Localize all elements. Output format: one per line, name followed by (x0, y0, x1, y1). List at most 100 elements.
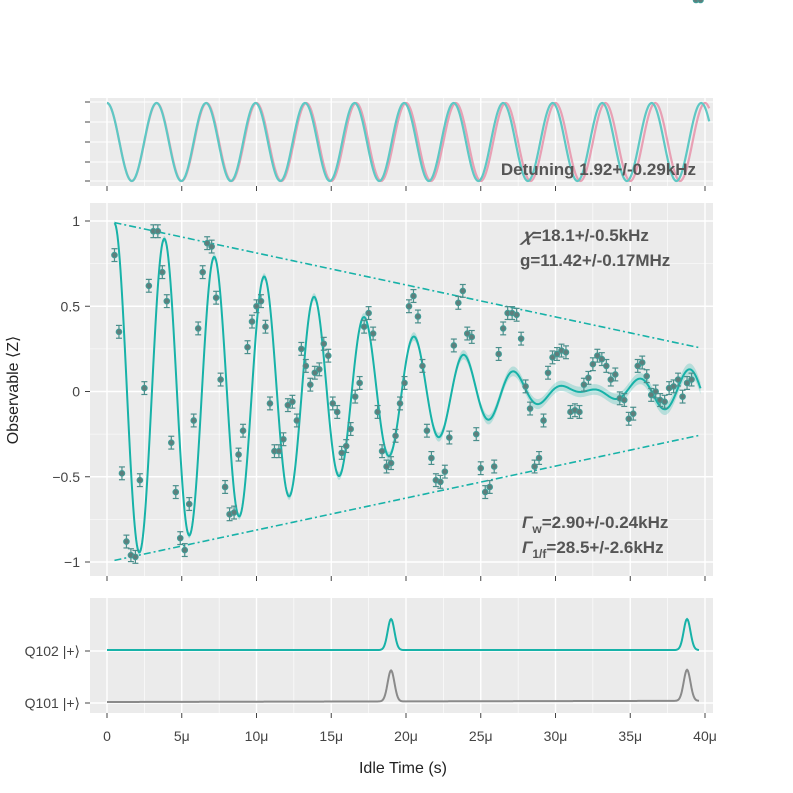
marker (262, 323, 269, 331)
marker (490, 463, 498, 470)
data-point (490, 459, 498, 474)
marker (472, 430, 480, 438)
marker (111, 251, 118, 259)
data-point (181, 543, 189, 558)
data-point (526, 401, 534, 416)
marker (329, 400, 337, 407)
marker (374, 408, 381, 416)
marker (589, 360, 597, 368)
marker (594, 352, 601, 359)
data-point (612, 367, 619, 382)
data-point (176, 531, 184, 546)
marker (661, 398, 668, 406)
data-point (472, 427, 480, 442)
data-point (338, 445, 346, 460)
marker (535, 454, 543, 462)
marker (248, 318, 256, 325)
marker (115, 328, 123, 336)
marker (679, 393, 686, 400)
data-point (315, 362, 323, 377)
marker (683, 379, 691, 387)
main-y-tick-label: 0.5 (61, 298, 81, 314)
marker (607, 376, 615, 383)
data-point (230, 505, 238, 520)
data-point (329, 396, 337, 411)
axes: 1 0.5 0 −0.5 −1 Q102 |+⟩ Q101 |+⟩ 0 5μ 10μ 15μ 20μ 2… (25, 101, 717, 744)
x-tick-label: 10μ (245, 728, 269, 744)
data-point (298, 341, 305, 356)
data-point (208, 239, 215, 254)
marker (486, 483, 494, 491)
detuning-annotation: Detuning 1.92+/-0.29kHz (501, 160, 696, 179)
marker (419, 362, 426, 370)
marker (553, 350, 561, 358)
main-panel (111, 0, 704, 564)
marker (522, 383, 529, 390)
top-panel (106, 101, 711, 183)
data-point (378, 444, 386, 459)
data-point (459, 283, 467, 298)
marker (347, 425, 354, 433)
y-axis-label: Observable ⟨Z⟩ (5, 336, 22, 445)
data-point (221, 479, 229, 494)
marker (163, 297, 171, 305)
data-point (194, 321, 202, 336)
marker (428, 454, 435, 462)
marker (526, 405, 534, 412)
x-tick-label: 0 (103, 728, 111, 744)
data-point (499, 321, 507, 336)
data-point (576, 404, 583, 419)
marker (481, 488, 489, 496)
data-point (235, 447, 242, 462)
x-axis-label: Idle Time (s) (359, 760, 447, 777)
marker (517, 335, 525, 342)
marker (253, 302, 260, 310)
marker (495, 350, 502, 358)
marker (176, 534, 184, 542)
marker (634, 362, 642, 370)
data-point (562, 345, 570, 360)
data-point (387, 456, 395, 471)
main-y-tick-label: −0.5 (52, 469, 80, 485)
data-point (239, 423, 247, 438)
data-point (284, 398, 292, 413)
data-point (540, 413, 547, 428)
data-point (405, 299, 413, 314)
data-point (441, 464, 449, 479)
marker (123, 538, 130, 545)
marker (351, 393, 359, 400)
marker (437, 478, 444, 486)
marker (324, 352, 332, 359)
x-tick-label: 5μ (174, 728, 190, 744)
data-point (544, 365, 552, 380)
marker (360, 323, 368, 331)
marker (697, 0, 704, 4)
marker (342, 442, 350, 450)
marker (293, 417, 301, 424)
marker (638, 359, 646, 366)
marker (612, 371, 619, 378)
marker (190, 417, 198, 424)
data-point (212, 290, 220, 305)
marker (585, 374, 592, 382)
bottom-panel-background (90, 598, 713, 713)
marker (450, 342, 458, 349)
data-point (280, 432, 287, 447)
data-point (450, 338, 458, 353)
data-point (115, 324, 123, 339)
data-point (446, 430, 453, 445)
data-point (517, 331, 525, 346)
data-point (383, 459, 390, 474)
marker (531, 463, 538, 470)
data-point (607, 372, 615, 387)
marker (643, 372, 650, 380)
marker (383, 463, 390, 470)
marker (603, 362, 610, 370)
main-y-tick-label: −1 (64, 554, 80, 570)
gamma-1f-annotation: Γ1/f=28.5+/-2.6kHz (522, 538, 664, 561)
data-point (455, 295, 462, 310)
marker (289, 398, 296, 406)
data-point (679, 389, 686, 404)
data-point (468, 329, 476, 344)
marker (280, 435, 287, 443)
